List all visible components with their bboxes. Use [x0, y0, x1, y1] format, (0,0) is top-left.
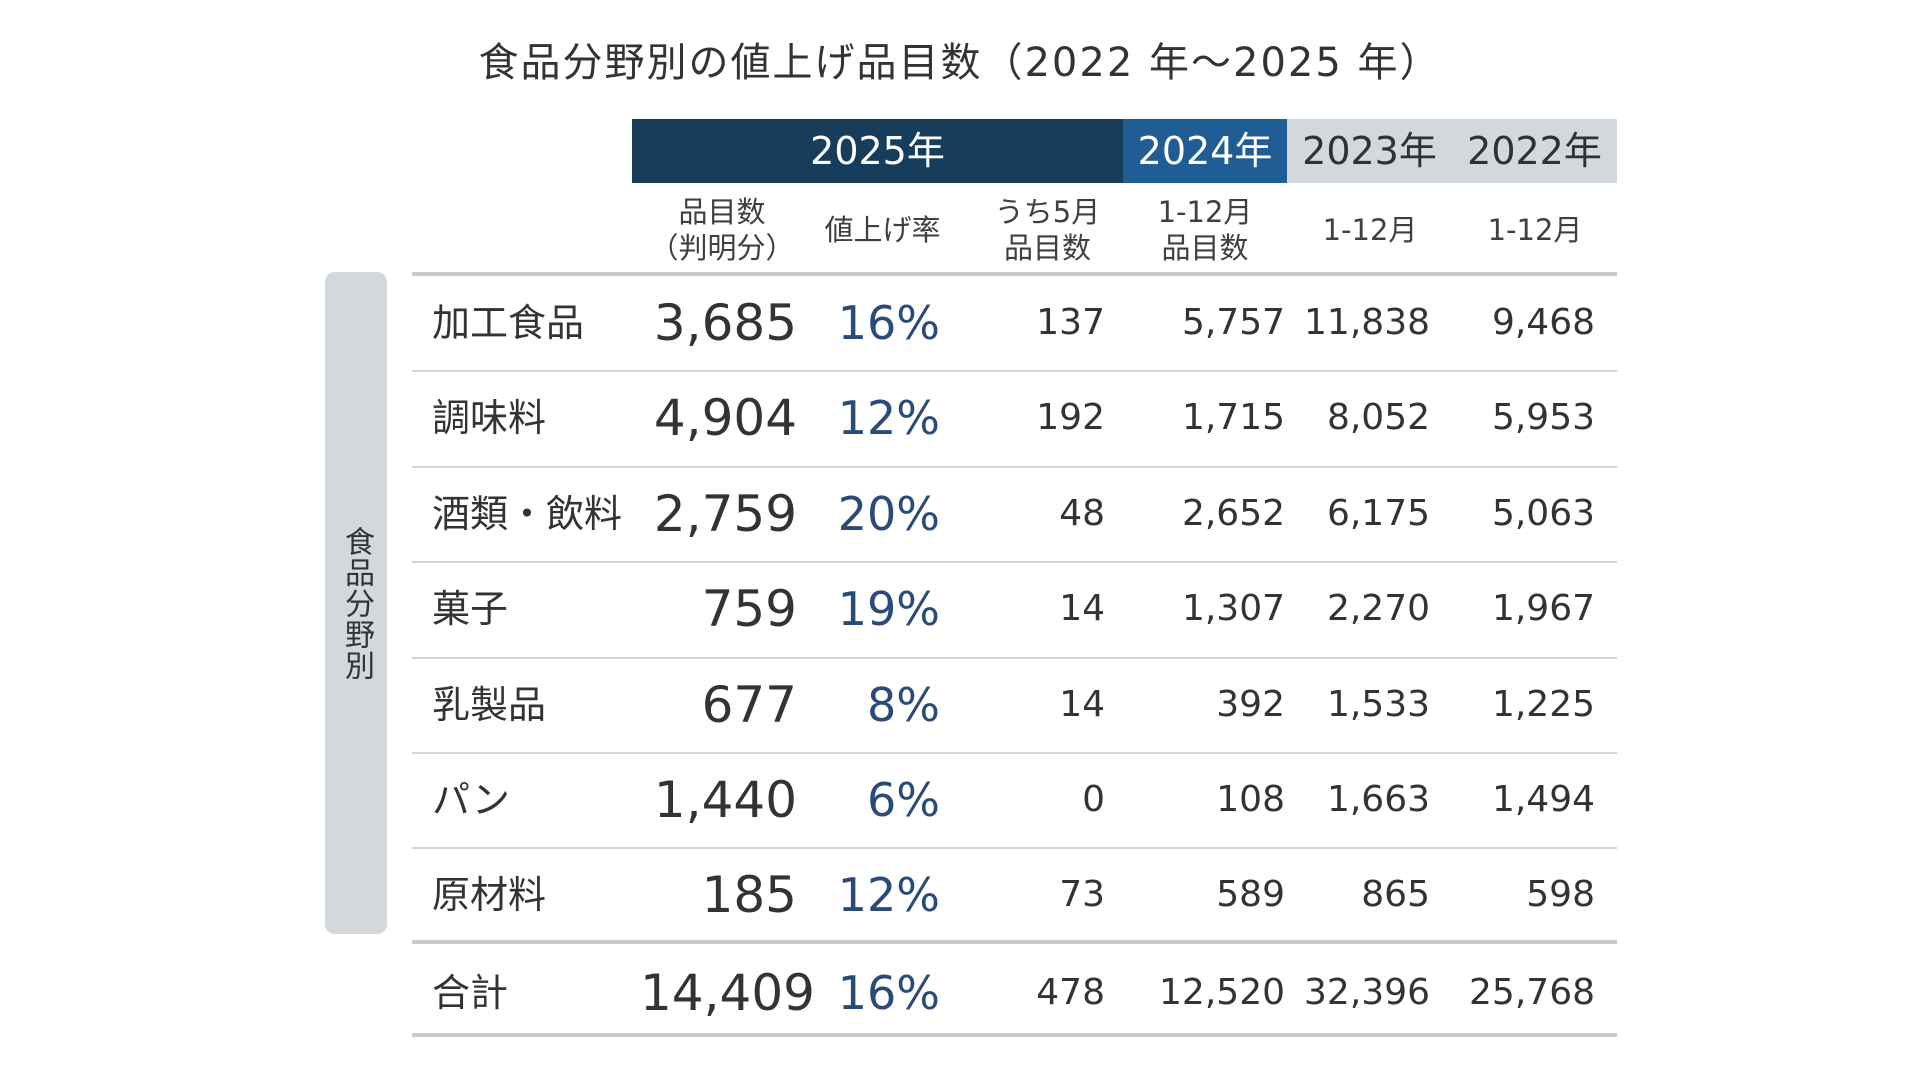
cell-y2023: 1,533: [1326, 683, 1430, 725]
cell-y2022: 1,967: [1491, 588, 1595, 630]
total-count-2025: 14,409: [640, 964, 815, 1022]
subheader-2024-line2: 品目数: [1161, 231, 1249, 265]
subheader-may-line1: うち5月: [994, 195, 1101, 229]
table-rule: [412, 370, 1617, 372]
cell-y2023: 865: [1361, 874, 1430, 916]
cell-category: 調味料: [432, 396, 547, 441]
row-group-label-text: 食品分野別: [339, 525, 374, 681]
subheader-rate-line1: 値上げ率: [824, 213, 941, 247]
cell-y2023: 11,838: [1304, 302, 1430, 343]
subheader-rate-2025: 値上げ率: [800, 190, 965, 270]
cell-rate-2025: 6%: [867, 773, 940, 827]
total-y2024: 12,520: [1159, 972, 1285, 1013]
cell-category: 菓子: [432, 587, 509, 632]
cell-y2024: 589: [1216, 874, 1285, 916]
cell-rate-2025: 16%: [837, 296, 940, 350]
cell-may-2025: 0: [1082, 779, 1105, 820]
subheader-may-2025: うち5月 品目数: [975, 190, 1120, 270]
cell-y2023: 1,663: [1326, 779, 1430, 820]
cell-y2023: 2,270: [1326, 588, 1430, 630]
table-rule-thick: [412, 272, 1617, 276]
cell-may-2025: 137: [1036, 302, 1105, 343]
cell-count-2025: 3,685: [653, 294, 797, 352]
cell-y2022: 5,063: [1491, 492, 1595, 534]
cell-count-2025: 1,440: [653, 771, 797, 829]
cell-count-2025: 185: [701, 866, 797, 925]
table-rule-thick: [412, 1033, 1617, 1037]
header-year-2022: 2022年: [1452, 119, 1617, 183]
cell-may-2025: 14: [1059, 683, 1105, 725]
subheader-count-line1: 品目数: [678, 195, 766, 229]
total-y2023: 32,396: [1304, 972, 1430, 1013]
subheader-may-line2: 品目数: [1003, 231, 1091, 265]
header-year-2025: 2025年: [632, 119, 1123, 183]
cell-category: 原材料: [432, 873, 547, 918]
table-rule: [412, 561, 1617, 563]
table-rule: [412, 752, 1617, 754]
cell-y2022: 1,225: [1491, 683, 1595, 725]
table-rule-thick: [412, 940, 1617, 944]
cell-rate-2025: 8%: [867, 677, 940, 732]
cell-y2022: 598: [1526, 874, 1595, 916]
total-rate-2025: 16%: [837, 966, 940, 1020]
cell-category: パン: [432, 778, 510, 822]
row-group-label: 食品分野別: [325, 272, 387, 934]
cell-may-2025: 73: [1059, 874, 1105, 916]
cell-y2022: 9,468: [1491, 302, 1595, 343]
cell-y2024: 2,652: [1181, 492, 1285, 534]
cell-count-2025: 4,904: [653, 389, 797, 448]
cell-category: 乳製品: [432, 682, 547, 727]
cell-y2024: 1,307: [1181, 588, 1285, 630]
subheader-count-line2: （判明分）: [649, 231, 795, 265]
cell-y2024: 5,757: [1181, 302, 1285, 343]
cell-may-2025: 14: [1059, 588, 1105, 630]
cell-y2024: 108: [1216, 779, 1285, 820]
table-rule: [412, 657, 1617, 659]
cell-count-2025: 2,759: [653, 484, 797, 543]
cell-category: 酒類・飲料: [432, 491, 623, 536]
cell-rate-2025: 12%: [837, 391, 940, 446]
cell-count-2025: 759: [701, 580, 797, 639]
total-may-2025: 478: [1036, 972, 1105, 1013]
subheader-count-2025: 品目数 （判明分）: [647, 190, 797, 270]
header-year-2023: 2023年: [1287, 119, 1452, 183]
subheader-2024: 1-12月 品目数: [1130, 190, 1280, 270]
cell-rate-2025: 19%: [837, 582, 940, 637]
subheader-2022: 1-12月: [1455, 190, 1615, 270]
table-rule: [412, 847, 1617, 849]
subheader-2024-line1: 1-12月: [1157, 195, 1253, 229]
cell-y2022: 1,494: [1491, 779, 1595, 820]
cell-rate-2025: 12%: [837, 868, 940, 923]
subheader-2023: 1-12月: [1290, 190, 1450, 270]
total-category: 合計: [432, 971, 509, 1015]
cell-category: 加工食品: [432, 301, 585, 345]
cell-may-2025: 192: [1036, 397, 1105, 439]
cell-may-2025: 48: [1059, 492, 1105, 534]
chart-title: 食品分野別の値上げ品目数（2022 年～2025 年）: [478, 40, 1442, 86]
subheader-2023-line1: 1-12月: [1322, 213, 1418, 247]
total-y2022: 25,768: [1469, 972, 1595, 1013]
cell-y2022: 5,953: [1491, 397, 1595, 439]
cell-y2024: 392: [1216, 683, 1285, 725]
cell-rate-2025: 20%: [837, 486, 940, 541]
table-rule: [412, 466, 1617, 468]
cell-count-2025: 677: [701, 675, 797, 734]
cell-y2023: 6,175: [1326, 492, 1430, 534]
cell-y2024: 1,715: [1181, 397, 1285, 439]
cell-y2023: 8,052: [1326, 397, 1430, 439]
subheader-2022-line1: 1-12月: [1487, 213, 1583, 247]
header-year-2024: 2024年: [1123, 119, 1287, 183]
